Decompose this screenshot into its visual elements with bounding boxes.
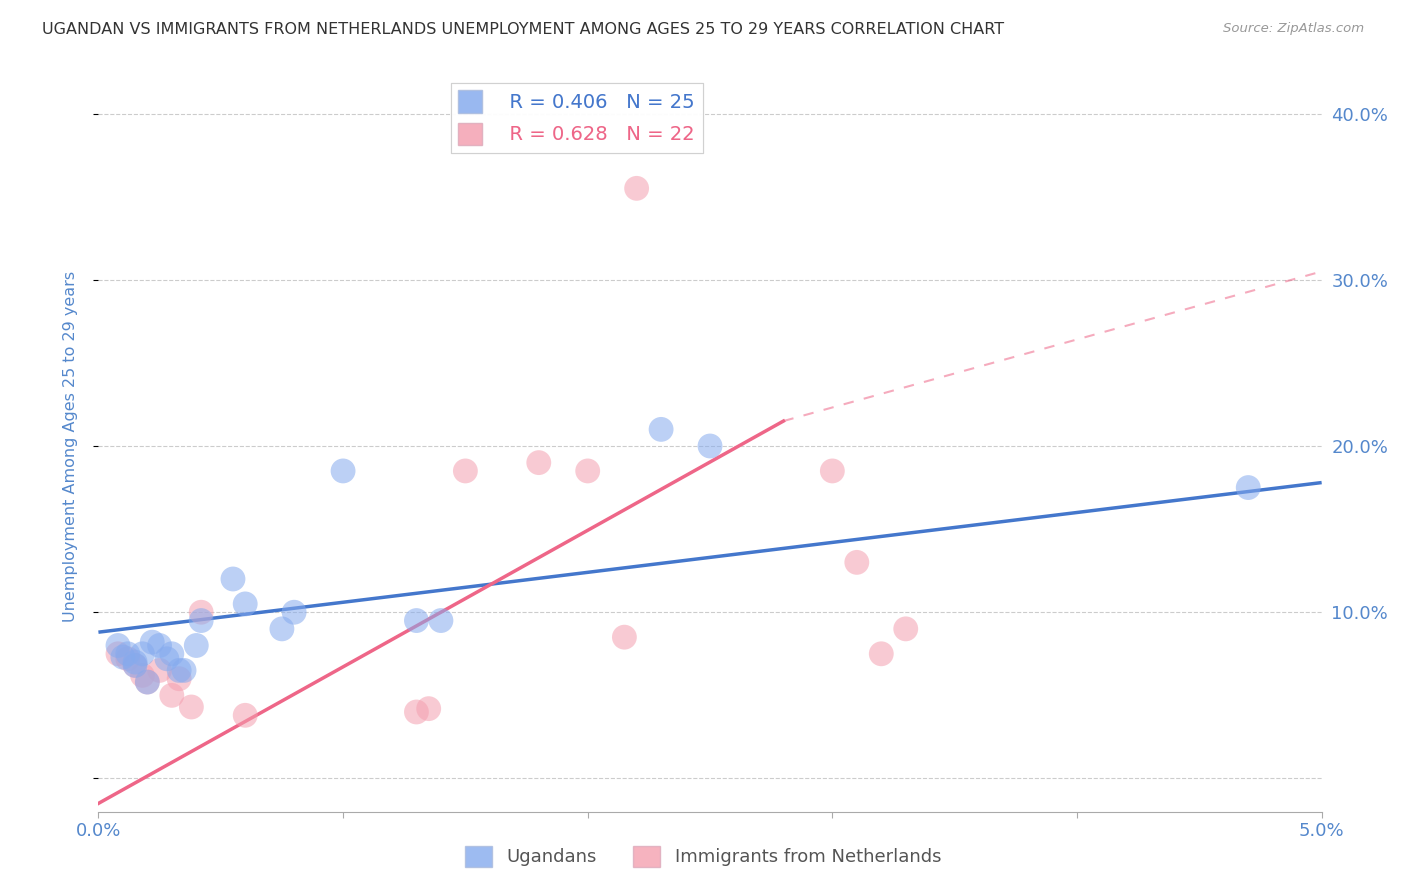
Point xyxy=(418,701,440,715)
Point xyxy=(845,555,868,569)
Text: UGANDAN VS IMMIGRANTS FROM NETHERLANDS UNEMPLOYMENT AMONG AGES 25 TO 29 YEARS CO: UGANDAN VS IMMIGRANTS FROM NETHERLANDS U… xyxy=(42,22,1004,37)
Point xyxy=(190,614,212,628)
Point xyxy=(156,652,179,666)
Point xyxy=(141,635,163,649)
Point xyxy=(699,439,721,453)
Point xyxy=(222,572,245,586)
Point xyxy=(124,658,146,673)
Point xyxy=(180,700,202,714)
Point xyxy=(124,655,146,669)
Point xyxy=(111,650,134,665)
Point xyxy=(233,708,256,723)
Point xyxy=(173,664,195,678)
Point xyxy=(454,464,477,478)
Point xyxy=(233,597,256,611)
Point xyxy=(117,652,139,666)
Point xyxy=(131,668,153,682)
Point xyxy=(107,647,129,661)
Point xyxy=(149,664,172,678)
Point xyxy=(332,464,354,478)
Point xyxy=(160,647,183,661)
Point xyxy=(149,639,172,653)
Point xyxy=(131,647,153,661)
Y-axis label: Unemployment Among Ages 25 to 29 years: Unemployment Among Ages 25 to 29 years xyxy=(63,270,77,622)
Point xyxy=(870,647,893,661)
Point xyxy=(107,639,129,653)
Legend:   R = 0.406   N = 25,   R = 0.628   N = 22: R = 0.406 N = 25, R = 0.628 N = 22 xyxy=(451,83,703,153)
Point xyxy=(626,181,648,195)
Point xyxy=(894,622,917,636)
Point xyxy=(650,422,672,436)
Point xyxy=(405,614,427,628)
Point xyxy=(430,614,453,628)
Point xyxy=(821,464,844,478)
Point xyxy=(186,639,208,653)
Point xyxy=(283,605,305,619)
Text: Source: ZipAtlas.com: Source: ZipAtlas.com xyxy=(1223,22,1364,36)
Point xyxy=(613,630,636,644)
Point xyxy=(117,647,139,661)
Point xyxy=(576,464,599,478)
Point xyxy=(527,456,550,470)
Legend: Ugandans, Immigrants from Netherlands: Ugandans, Immigrants from Netherlands xyxy=(458,838,948,874)
Point xyxy=(136,675,159,690)
Point xyxy=(1237,481,1260,495)
Point xyxy=(124,658,146,673)
Point xyxy=(270,622,292,636)
Point xyxy=(167,672,190,686)
Point xyxy=(405,705,427,719)
Point xyxy=(190,605,212,619)
Point xyxy=(160,689,183,703)
Point xyxy=(136,675,159,690)
Point xyxy=(167,664,190,678)
